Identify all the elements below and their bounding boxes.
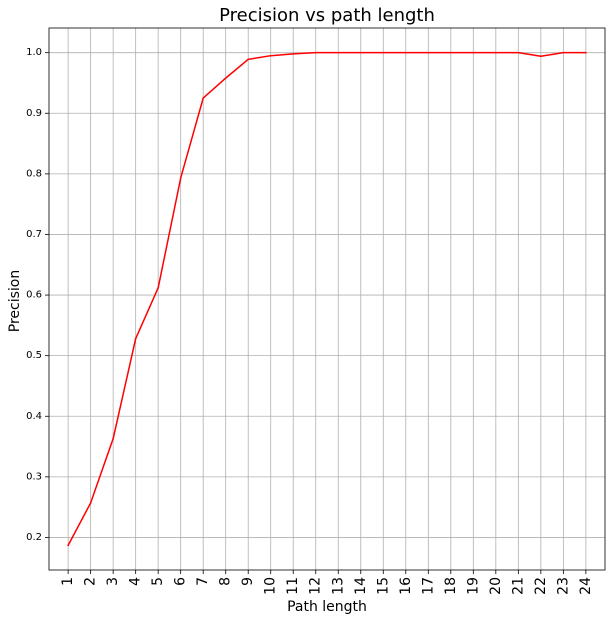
data-point [157, 286, 159, 289]
x-tick-label: 12 [308, 577, 324, 595]
x-tick-label: 1 [60, 577, 76, 586]
data-point [495, 51, 497, 54]
data-point [179, 177, 182, 179]
x-tick-label: 4 [128, 577, 144, 586]
data-point [450, 51, 452, 54]
x-axis: 1 2 3 4 5 6 7 8 9 10 11 12 13 14 15 16 17 18 19 20 21 22 23 24 [60, 570, 594, 595]
data-point [224, 77, 227, 79]
data-point [562, 51, 565, 54]
data-point [202, 97, 204, 99]
y-tick-label: 1.0 [26, 47, 42, 58]
x-tick-label: 6 [173, 577, 189, 586]
data-point [67, 544, 69, 547]
grid [49, 28, 605, 570]
x-tick-label: 16 [398, 577, 414, 595]
y-axis-label: Precision [7, 270, 23, 332]
x-tick-label: 8 [218, 577, 234, 586]
chart-title: Precision vs path length [219, 5, 435, 26]
y-tick-label: 0.6 [26, 290, 42, 301]
x-tick-label: 15 [375, 577, 391, 595]
data-point [247, 58, 250, 61]
data-point [269, 54, 272, 57]
x-tick-label: 11 [285, 577, 301, 595]
plot-area [67, 51, 587, 547]
y-tick-label: 0.8 [26, 168, 42, 179]
x-tick-label: 13 [330, 577, 346, 595]
x-tick-label: 10 [263, 577, 279, 595]
y-tick-label: 0.4 [26, 411, 42, 422]
data-point [404, 51, 407, 54]
y-tick-label: 0.3 [26, 471, 42, 482]
x-tick-label: 19 [465, 577, 481, 595]
plot-frame [48, 27, 606, 571]
data-point [89, 502, 92, 504]
data-point [314, 51, 317, 54]
y-tick-label: 0.5 [26, 350, 42, 361]
y-tick-label: 0.7 [26, 229, 42, 240]
x-tick-label: 14 [353, 577, 369, 595]
x-axis-label: Path length [287, 599, 367, 615]
data-point [112, 437, 114, 440]
data-point [382, 51, 385, 54]
y-tick-label: 0.2 [26, 532, 42, 543]
x-tick-label: 3 [105, 577, 121, 586]
data-point [540, 55, 542, 58]
x-tick-label: 20 [488, 577, 504, 595]
x-tick-label: 18 [443, 577, 459, 595]
x-tick-label: 7 [195, 577, 211, 586]
y-axis: 0.2 0.3 0.4 0.5 0.6 0.7 0.8 0.9 1.0 [26, 47, 49, 543]
y-tick-label: 0.9 [26, 108, 42, 119]
data-point [337, 51, 340, 54]
x-tick-label: 23 [555, 577, 571, 595]
data-point [517, 51, 520, 54]
data-point [292, 53, 295, 55]
x-tick-label: 22 [533, 577, 549, 595]
x-tick-label: 21 [510, 577, 526, 595]
data-point [472, 51, 475, 54]
x-tick-label: 24 [578, 577, 594, 595]
data-point [585, 51, 587, 54]
x-tick-label: 9 [240, 577, 256, 586]
x-tick-label: 5 [150, 577, 166, 586]
data-point [134, 337, 137, 340]
data-point [427, 51, 430, 54]
x-tick-label: 2 [83, 577, 99, 586]
series-line [67, 51, 587, 547]
data-point [359, 51, 362, 54]
x-tick-label: 17 [420, 577, 436, 595]
